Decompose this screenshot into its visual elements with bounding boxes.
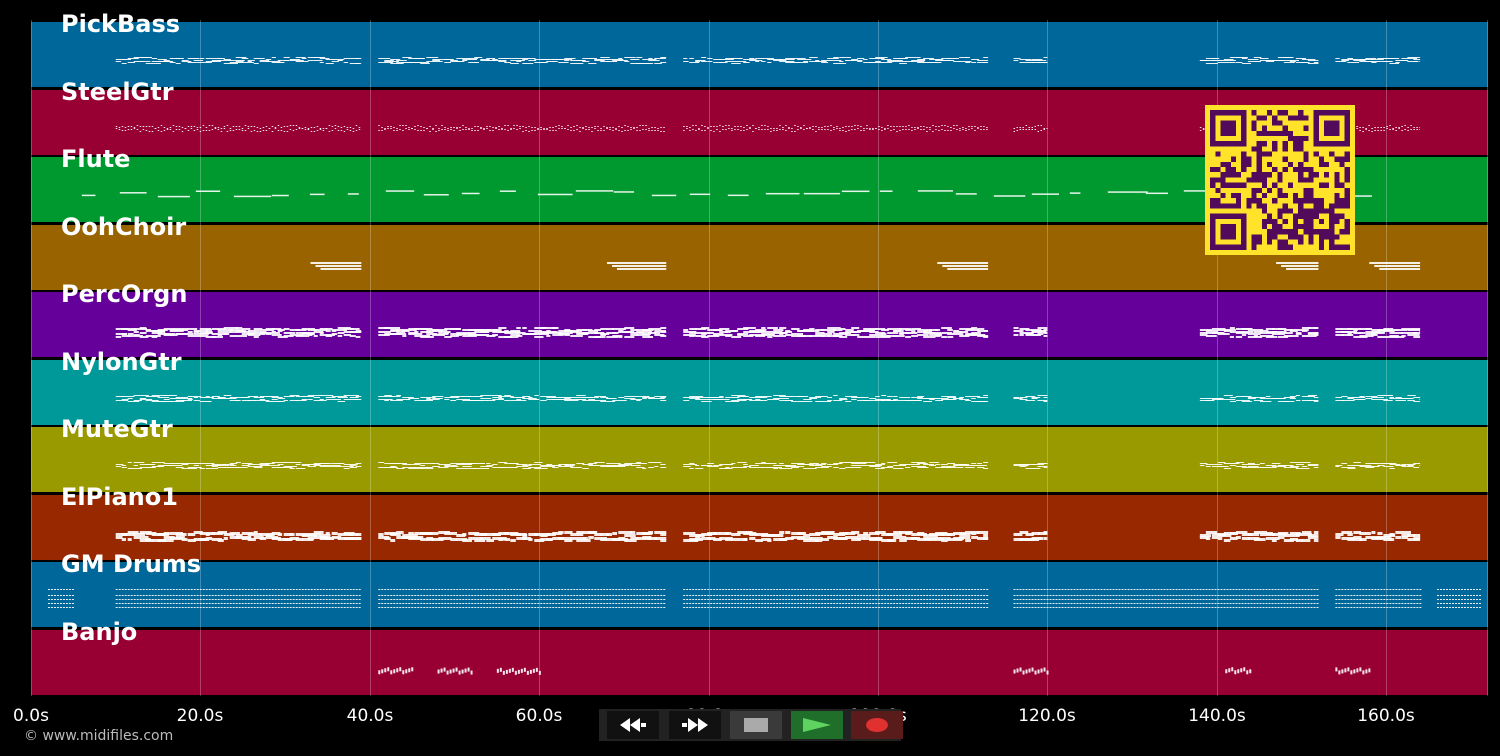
track-label: NylonGtr <box>61 347 182 376</box>
rewind-icon <box>620 718 646 732</box>
track-lane-percorgn[interactable] <box>31 292 1488 357</box>
time-tick-label: 40.0s <box>346 706 394 726</box>
grid-line <box>539 20 540 696</box>
qr-code-icon[interactable] <box>1205 105 1355 255</box>
grid-line <box>31 20 32 696</box>
fast-forward-button[interactable] <box>669 711 721 739</box>
track-lane-mutegtr[interactable] <box>31 427 1488 492</box>
grid-line <box>370 20 371 696</box>
play-button[interactable] <box>791 711 843 739</box>
track-notes <box>310 261 1421 270</box>
track-label: Banjo <box>61 617 138 646</box>
copyright-text: © www.midifiles.com <box>24 728 174 744</box>
track-lane-elpiano1[interactable] <box>31 494 1488 560</box>
time-tick-label: 60.0s <box>515 706 563 726</box>
track-notes <box>115 462 1421 469</box>
time-tick-label: 20.0s <box>176 706 224 726</box>
track-lane-nylongtr[interactable] <box>31 359 1488 425</box>
track-notes <box>115 530 1421 542</box>
record-button[interactable] <box>851 711 903 739</box>
grid-line <box>200 20 201 696</box>
track-notes <box>115 394 1421 402</box>
track-label: PercOrgn <box>61 280 188 308</box>
time-tick-label: 140.0s <box>1188 706 1246 726</box>
grid-line <box>709 20 710 696</box>
track-lane-banjo[interactable] <box>31 629 1488 695</box>
track-label: Flute <box>61 145 131 173</box>
stop-button[interactable] <box>730 711 782 739</box>
track-area: PickBass SteelGtr Flute OohChoir PercOrgn Nyl… <box>31 10 1488 695</box>
track-label: MuteGtr <box>61 415 173 443</box>
grid-line <box>1386 20 1387 696</box>
grid-line <box>1487 20 1488 696</box>
play-icon <box>803 718 831 732</box>
track-notes <box>115 57 1421 64</box>
fast-forward-icon <box>682 718 708 732</box>
track-label: OohChoir <box>61 212 187 241</box>
grid-line <box>1217 20 1218 696</box>
record-icon <box>866 718 888 732</box>
track-label: PickBass <box>61 10 181 38</box>
grid-line <box>878 20 879 696</box>
track-label: ElPiano1 <box>61 482 178 511</box>
time-tick-label: 120.0s <box>1018 706 1076 726</box>
transport-bar <box>599 709 903 741</box>
track-label: GM Drums <box>61 550 202 578</box>
time-tick-label: 160.0s <box>1357 706 1415 726</box>
track-notes <box>378 666 1371 675</box>
track-label: SteelGtr <box>61 77 174 106</box>
rewind-button[interactable] <box>607 711 659 739</box>
track-notes <box>115 327 1421 338</box>
track-notes <box>115 124 1421 132</box>
track-lane-gm-drums[interactable] <box>31 562 1488 627</box>
grid-line <box>1047 20 1048 696</box>
track-notes <box>47 589 1482 608</box>
time-tick-label: 0.0s <box>13 706 49 726</box>
stop-icon <box>744 718 768 732</box>
track-lane-pickbass[interactable] <box>31 22 1488 87</box>
